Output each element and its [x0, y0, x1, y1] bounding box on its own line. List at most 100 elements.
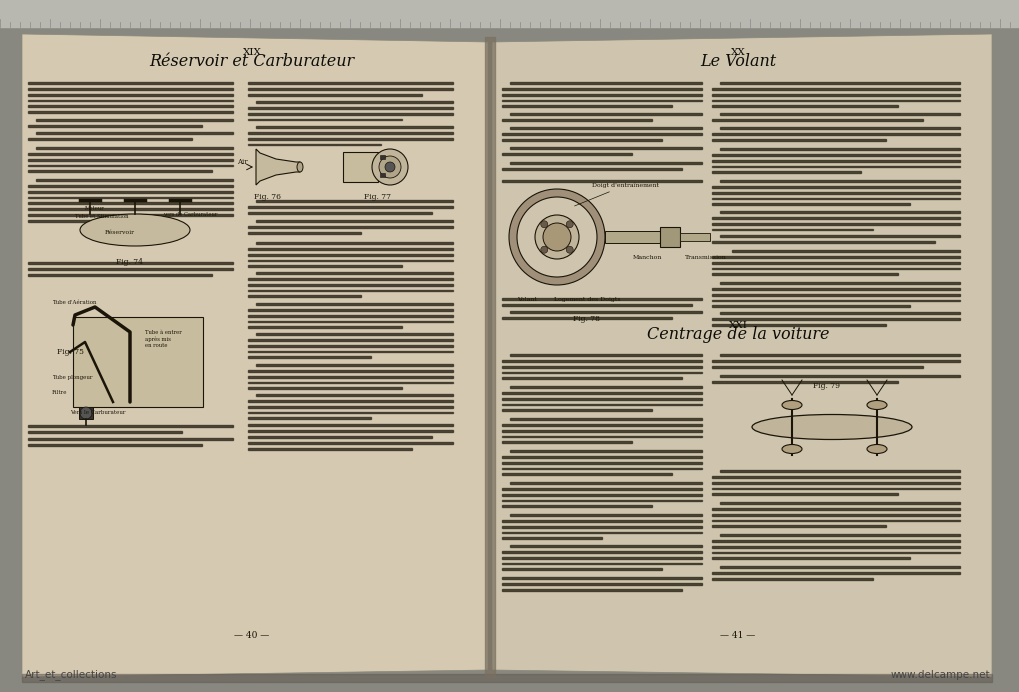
Bar — [256, 101, 452, 103]
Bar — [711, 154, 959, 156]
Bar — [711, 525, 884, 527]
Bar — [248, 406, 452, 408]
Circle shape — [384, 162, 394, 172]
Bar — [248, 118, 401, 120]
Bar — [510, 450, 701, 452]
Bar — [256, 220, 452, 222]
Bar — [36, 147, 232, 149]
Bar — [256, 334, 452, 335]
Text: Vers le Carburateur: Vers le Carburateur — [70, 410, 125, 415]
Bar — [28, 105, 232, 107]
Bar — [501, 568, 661, 570]
Bar — [248, 212, 432, 214]
Bar — [711, 203, 910, 206]
Bar — [248, 320, 452, 322]
Bar — [28, 125, 202, 127]
Bar — [719, 566, 959, 568]
Bar — [501, 441, 632, 443]
Bar — [711, 228, 872, 230]
Bar — [510, 127, 701, 129]
Bar — [501, 589, 682, 590]
Bar — [501, 403, 701, 406]
Bar — [501, 500, 701, 502]
Bar — [256, 242, 452, 244]
Bar — [248, 248, 452, 250]
Bar — [711, 256, 959, 258]
Bar — [28, 274, 212, 275]
Bar — [248, 351, 452, 352]
Bar — [501, 410, 651, 411]
Bar — [501, 456, 701, 458]
Bar — [501, 105, 672, 107]
Bar — [510, 386, 701, 388]
Circle shape — [79, 407, 92, 419]
Bar — [28, 153, 232, 155]
Circle shape — [535, 215, 579, 259]
Bar — [501, 133, 701, 135]
Bar — [248, 232, 361, 234]
Bar — [28, 170, 212, 172]
Text: — 41 —: — 41 — — [719, 631, 755, 640]
Bar — [248, 206, 452, 208]
Bar — [510, 354, 701, 356]
Bar — [711, 488, 959, 489]
Bar — [28, 444, 202, 446]
Circle shape — [372, 149, 408, 185]
Bar — [28, 425, 232, 427]
Bar — [248, 327, 401, 328]
Bar — [501, 551, 701, 553]
Bar — [711, 366, 922, 367]
Polygon shape — [22, 34, 487, 677]
Bar — [248, 289, 452, 291]
Bar — [248, 400, 452, 402]
Bar — [510, 147, 701, 149]
Polygon shape — [491, 34, 991, 677]
Polygon shape — [256, 149, 300, 185]
Bar — [28, 438, 232, 440]
Bar — [28, 197, 232, 199]
Bar — [256, 126, 452, 128]
Bar — [501, 526, 701, 527]
Bar — [28, 220, 141, 221]
Text: Moteur: Moteur — [85, 206, 105, 210]
Bar — [342, 152, 378, 182]
Bar — [711, 262, 959, 264]
Bar — [711, 578, 872, 580]
Bar — [711, 294, 959, 295]
Text: Réservoir et Carburateur: Réservoir et Carburateur — [150, 53, 355, 70]
Bar — [501, 424, 701, 426]
Bar — [248, 94, 422, 95]
Bar — [711, 482, 959, 484]
Text: Manchon: Manchon — [632, 255, 661, 260]
Bar — [501, 435, 701, 437]
Bar — [248, 226, 452, 228]
Bar — [510, 418, 701, 420]
Bar — [28, 191, 232, 192]
Bar — [501, 180, 701, 182]
Bar — [28, 82, 232, 84]
Text: Fig. 75: Fig. 75 — [57, 348, 84, 356]
Bar — [711, 318, 959, 320]
Bar — [501, 505, 651, 507]
Bar — [719, 235, 959, 237]
Bar — [248, 370, 452, 372]
Text: Tube plongeur: Tube plongeur — [52, 374, 93, 379]
Bar — [248, 430, 452, 432]
Bar — [719, 82, 959, 84]
Bar — [248, 412, 452, 413]
Text: Fig. 74: Fig. 74 — [116, 258, 144, 266]
Bar — [256, 394, 452, 396]
Bar — [22, 674, 991, 682]
Circle shape — [566, 246, 573, 253]
Bar — [510, 545, 701, 547]
Bar — [256, 272, 452, 274]
Bar — [510, 311, 701, 313]
Text: Fig. 76: Fig. 76 — [255, 193, 281, 201]
Text: Transmission: Transmission — [685, 255, 726, 260]
Bar — [248, 113, 452, 115]
Bar — [501, 494, 701, 495]
Bar — [501, 304, 691, 306]
Text: Logement des Doigts: Logement des Doigts — [553, 297, 620, 302]
Bar — [256, 364, 452, 366]
Bar — [28, 262, 232, 264]
